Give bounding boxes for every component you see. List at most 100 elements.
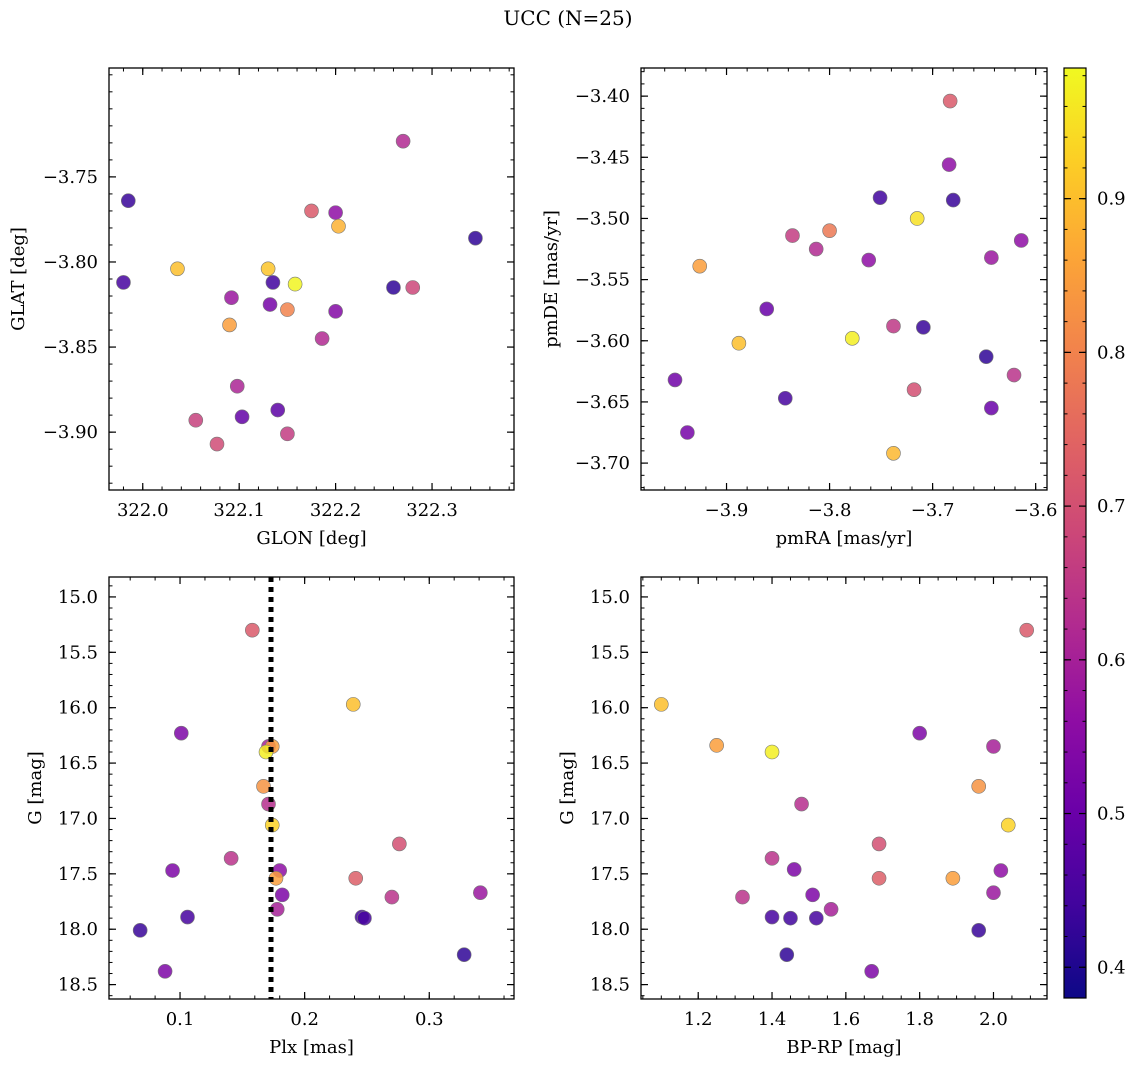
data-point: [886, 318, 901, 334]
data-point: [234, 409, 250, 425]
axes-frame: [108, 67, 515, 491]
y-axis-label: G [mag]: [557, 751, 578, 824]
data-point: [872, 190, 888, 205]
axes-frame: [108, 576, 515, 1000]
data-point: [304, 203, 319, 219]
data-point: [456, 947, 472, 962]
data-point: [1019, 622, 1034, 638]
colorbar-tick-label: 0.6: [1097, 650, 1126, 671]
data-layer: [653, 622, 1034, 979]
x-tick-label: 322.1: [213, 500, 265, 521]
x-tick-label: 1.2: [684, 1009, 713, 1030]
data-point: [405, 280, 421, 295]
colorbar-tick-label: 0.5: [1097, 804, 1126, 825]
data-point: [1000, 817, 1016, 833]
y-tick-label: 16.5: [590, 753, 630, 774]
x-axis-label: pmRA [mas/yr]: [776, 528, 913, 549]
data-point: [132, 923, 148, 938]
y-tick-label: 18.5: [590, 975, 630, 996]
scatter-panel-4: 1.2 1.4 1.6 1.8 2.0 15.0 15.5 16.0 16.5 17.0 17.5 1…: [557, 576, 1048, 1058]
data-point: [864, 964, 879, 979]
x-tick-label: −3.7: [911, 500, 955, 521]
y-tick-label: −3.65: [575, 392, 630, 413]
data-point: [265, 275, 281, 290]
data-point: [157, 964, 173, 979]
colorbar: 0.4 0.5 0.6 0.7 0.8 0.9: [1063, 67, 1126, 999]
data-point: [209, 436, 225, 452]
data-point: [260, 261, 276, 277]
y-tick-label: 17.0: [58, 808, 98, 829]
x-tick-label: 1.6: [832, 1009, 861, 1030]
colorbar-tick-label: 0.8: [1097, 342, 1126, 363]
y-tick-label: 16.0: [590, 698, 630, 719]
y-tick-label: −3.50: [575, 208, 630, 229]
data-point: [473, 885, 488, 900]
scatter-panel-2: −3.9 −3.8 −3.7 −3.6 −3.40 −3.45 −3.50 −3.55 −3.6…: [541, 67, 1058, 549]
data-point: [262, 297, 278, 312]
data-point: [764, 909, 780, 925]
y-axis-label: GLAT [deg]: [8, 227, 29, 331]
x-tick-label: −3.6: [1014, 500, 1058, 521]
data-point: [1013, 233, 1029, 248]
data-point: [173, 725, 189, 741]
y-tick-label: −3.75: [43, 167, 98, 188]
axes-frame: [640, 576, 1048, 1000]
y-tick-label: 15.0: [590, 587, 630, 608]
y-tick-label: 17.5: [58, 864, 98, 885]
data-point: [984, 400, 999, 416]
data-point: [331, 218, 346, 234]
data-point: [993, 863, 1009, 878]
data-point: [942, 93, 958, 109]
data-point: [348, 870, 364, 886]
data-point: [731, 335, 747, 351]
data-point: [986, 739, 1001, 754]
data-point: [170, 261, 185, 277]
y-tick-label: −3.45: [575, 147, 630, 168]
y-tick-label: 17.0: [590, 808, 630, 829]
data-point: [735, 889, 750, 905]
data-point: [287, 276, 303, 292]
y-tick-label: 18.5: [58, 975, 98, 996]
x-axis-label: GLON [deg]: [256, 528, 366, 549]
x-tick-label: 2.0: [979, 1009, 1008, 1030]
data-point: [871, 836, 887, 852]
y-tick-label: −3.70: [575, 453, 630, 474]
data-layer: [132, 622, 488, 979]
data-point: [224, 290, 239, 306]
data-point: [229, 378, 245, 394]
data-point: [764, 744, 780, 760]
data-point: [785, 228, 800, 243]
y-tick-label: −3.40: [575, 86, 630, 107]
data-point: [222, 317, 237, 333]
figure-title: UCC (N=25): [503, 6, 633, 30]
data-point: [357, 910, 372, 926]
data-point: [468, 230, 483, 246]
y-axis-label: G [mag]: [25, 751, 46, 824]
data-point: [180, 909, 195, 925]
data-layer: [116, 133, 483, 452]
data-point: [945, 192, 961, 208]
data-point: [245, 622, 260, 638]
data-point: [328, 304, 343, 319]
colorbar-gradient: [1063, 67, 1087, 999]
x-tick-label: 322.0: [117, 500, 169, 521]
x-axis-label: BP-RP [mag]: [786, 1037, 901, 1058]
data-point: [116, 275, 131, 290]
x-tick-label: 322.3: [406, 500, 458, 521]
y-axis-label: pmDE [mas/yr]: [541, 210, 562, 348]
data-point: [692, 258, 708, 274]
colorbar-tick-label: 0.7: [1097, 496, 1126, 517]
y-tick-label: 18.0: [590, 919, 630, 940]
y-tick-label: −3.55: [575, 270, 630, 291]
data-point: [971, 779, 987, 794]
x-tick-label: −3.8: [808, 500, 852, 521]
data-point: [786, 862, 802, 877]
y-tick-label: 15.0: [58, 587, 98, 608]
data-point: [916, 320, 931, 335]
data-point: [709, 738, 724, 753]
data-point: [345, 697, 361, 712]
data-point: [844, 331, 860, 346]
data-point: [809, 910, 824, 926]
data-point: [223, 851, 239, 866]
